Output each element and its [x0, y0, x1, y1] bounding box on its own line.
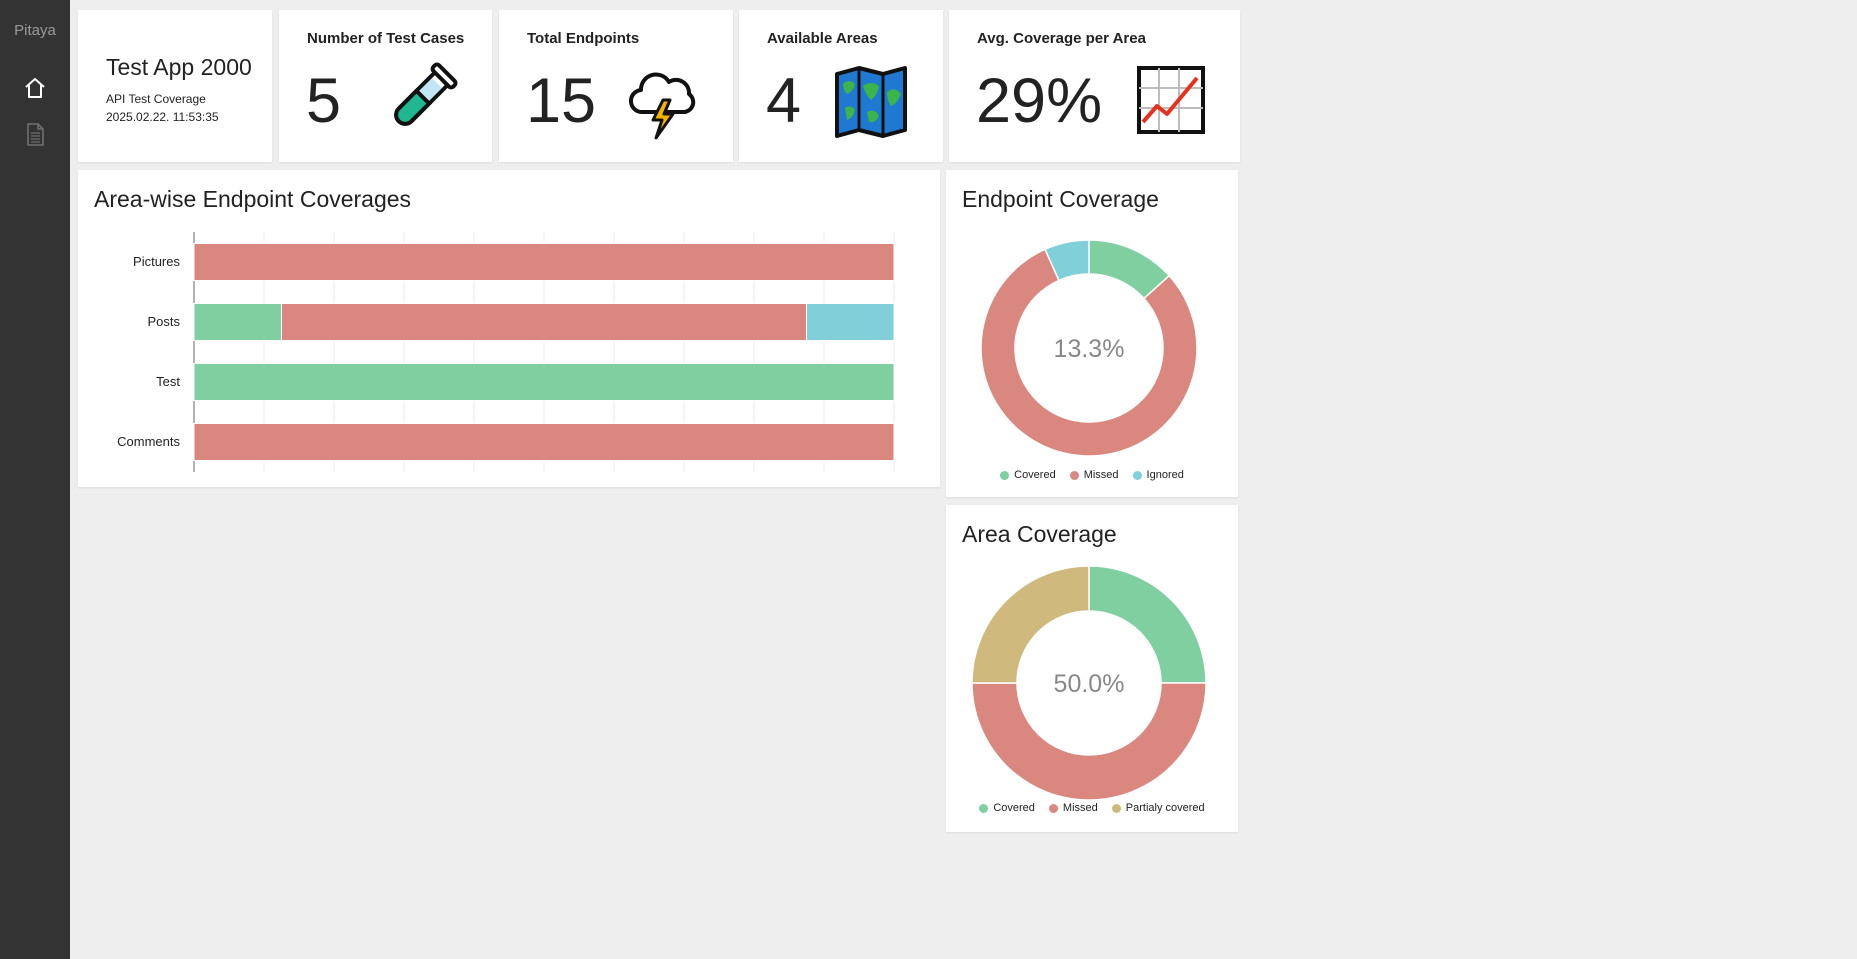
avg-coverage-value: 29% [976, 66, 1103, 136]
category-label: Comments [117, 434, 180, 449]
legend-item-missed[interactable]: Missed [1069, 469, 1119, 481]
legend-dot [1111, 803, 1121, 813]
area-coverage-legend: Covered Missed Partialy covered [946, 802, 1238, 814]
bar-chart: Pictures Posts Test Comments [117, 232, 895, 472]
legend-label: Ignored [1146, 469, 1184, 481]
legend-dot [979, 803, 989, 813]
legend-dot [1069, 470, 1079, 480]
legend-label: Covered [1014, 469, 1056, 481]
legend-item-missed[interactable]: Missed [1048, 802, 1098, 814]
bar-segment-covered[interactable] [193, 363, 895, 401]
legend-item-covered[interactable]: Covered [979, 802, 1035, 814]
slice-covered[interactable] [1088, 565, 1207, 684]
areas-card: Available Areas 4 [739, 10, 943, 162]
legend-item-covered[interactable]: Covered [1000, 469, 1056, 481]
area-bar-chart-card: Area-wise Endpoint Coverages Pictures Pos… [78, 170, 940, 487]
center-label: 50.0% [1054, 670, 1125, 698]
endpoint-coverage-chart: 13.3% [980, 239, 1198, 457]
avg-coverage-card: Avg. Coverage per Area 29% [949, 10, 1240, 162]
endpoints-value: 15 [526, 66, 597, 136]
app-subtitle: API Test Coverage 2025.02.22. 11:53:35 [106, 90, 219, 126]
app-subtitle-text: API Test Coverage [106, 92, 206, 106]
area-coverage-title: Area Coverage [962, 521, 1117, 547]
bar-segment-ignored[interactable] [806, 303, 895, 341]
endpoint-coverage-title: Endpoint Coverage [962, 186, 1159, 212]
category-label: Pictures [133, 254, 180, 269]
areas-value: 4 [766, 66, 802, 136]
category-label: Posts [147, 314, 180, 329]
areas-label: Available Areas [767, 30, 878, 47]
slice-ignored[interactable] [1044, 239, 1090, 282]
app-info-card: Test App 2000 API Test Coverage 2025.02.… [78, 10, 272, 162]
area-coverage-card: Area Coverage 50.0% Covered Missed Parti… [946, 505, 1238, 832]
map-icon [835, 66, 907, 138]
endpoint-coverage-legend: Covered Missed Ignored [946, 469, 1238, 481]
legend-dot [1048, 803, 1058, 813]
category-label: Test [156, 374, 180, 389]
home-icon[interactable] [21, 74, 49, 102]
document-icon[interactable] [21, 120, 49, 148]
center-label: 13.3% [1054, 335, 1125, 363]
legend-dot [1000, 470, 1010, 480]
legend-label: Partialy covered [1125, 802, 1205, 814]
legend-label: Missed [1062, 802, 1098, 814]
slice-partialy-covered[interactable] [971, 565, 1090, 684]
chart-increasing-icon [1137, 66, 1205, 134]
bar-segment-missed[interactable] [193, 243, 895, 281]
endpoint-coverage-card: Endpoint Coverage 13.3% Covered Missed I… [946, 170, 1238, 497]
bar-segment-missed[interactable] [193, 423, 895, 461]
legend-dot [1132, 470, 1142, 480]
endpoints-card: Total Endpoints 15 [499, 10, 733, 162]
legend-label: Missed [1083, 469, 1119, 481]
endpoints-label: Total Endpoints [527, 30, 640, 47]
bar-segment-covered[interactable] [193, 303, 282, 341]
brand-name[interactable]: Pitaya [14, 22, 56, 39]
app-title: Test App 2000 [106, 54, 252, 80]
bar-segment-missed[interactable] [281, 303, 807, 341]
test-cases-label: Number of Test Cases [307, 30, 465, 47]
lightning-cloud-icon [628, 72, 696, 140]
avg-coverage-label: Avg. Coverage per Area [977, 30, 1146, 47]
slice-missed[interactable] [980, 248, 1198, 457]
test-cases-card: Number of Test Cases 5 [279, 10, 492, 162]
slice-missed[interactable] [971, 682, 1207, 801]
legend-item-partial[interactable]: Partialy covered [1111, 802, 1205, 814]
legend-label: Covered [993, 802, 1035, 814]
area-coverage-chart: 50.0% [971, 565, 1207, 801]
sidebar: Pitaya [0, 0, 70, 959]
bar-chart-title: Area-wise Endpoint Coverages [94, 186, 412, 212]
app-timestamp: 2025.02.22. 11:53:35 [106, 110, 219, 124]
test-tube-icon [394, 62, 458, 126]
test-cases-value: 5 [306, 66, 342, 136]
legend-item-ignored[interactable]: Ignored [1132, 469, 1184, 481]
